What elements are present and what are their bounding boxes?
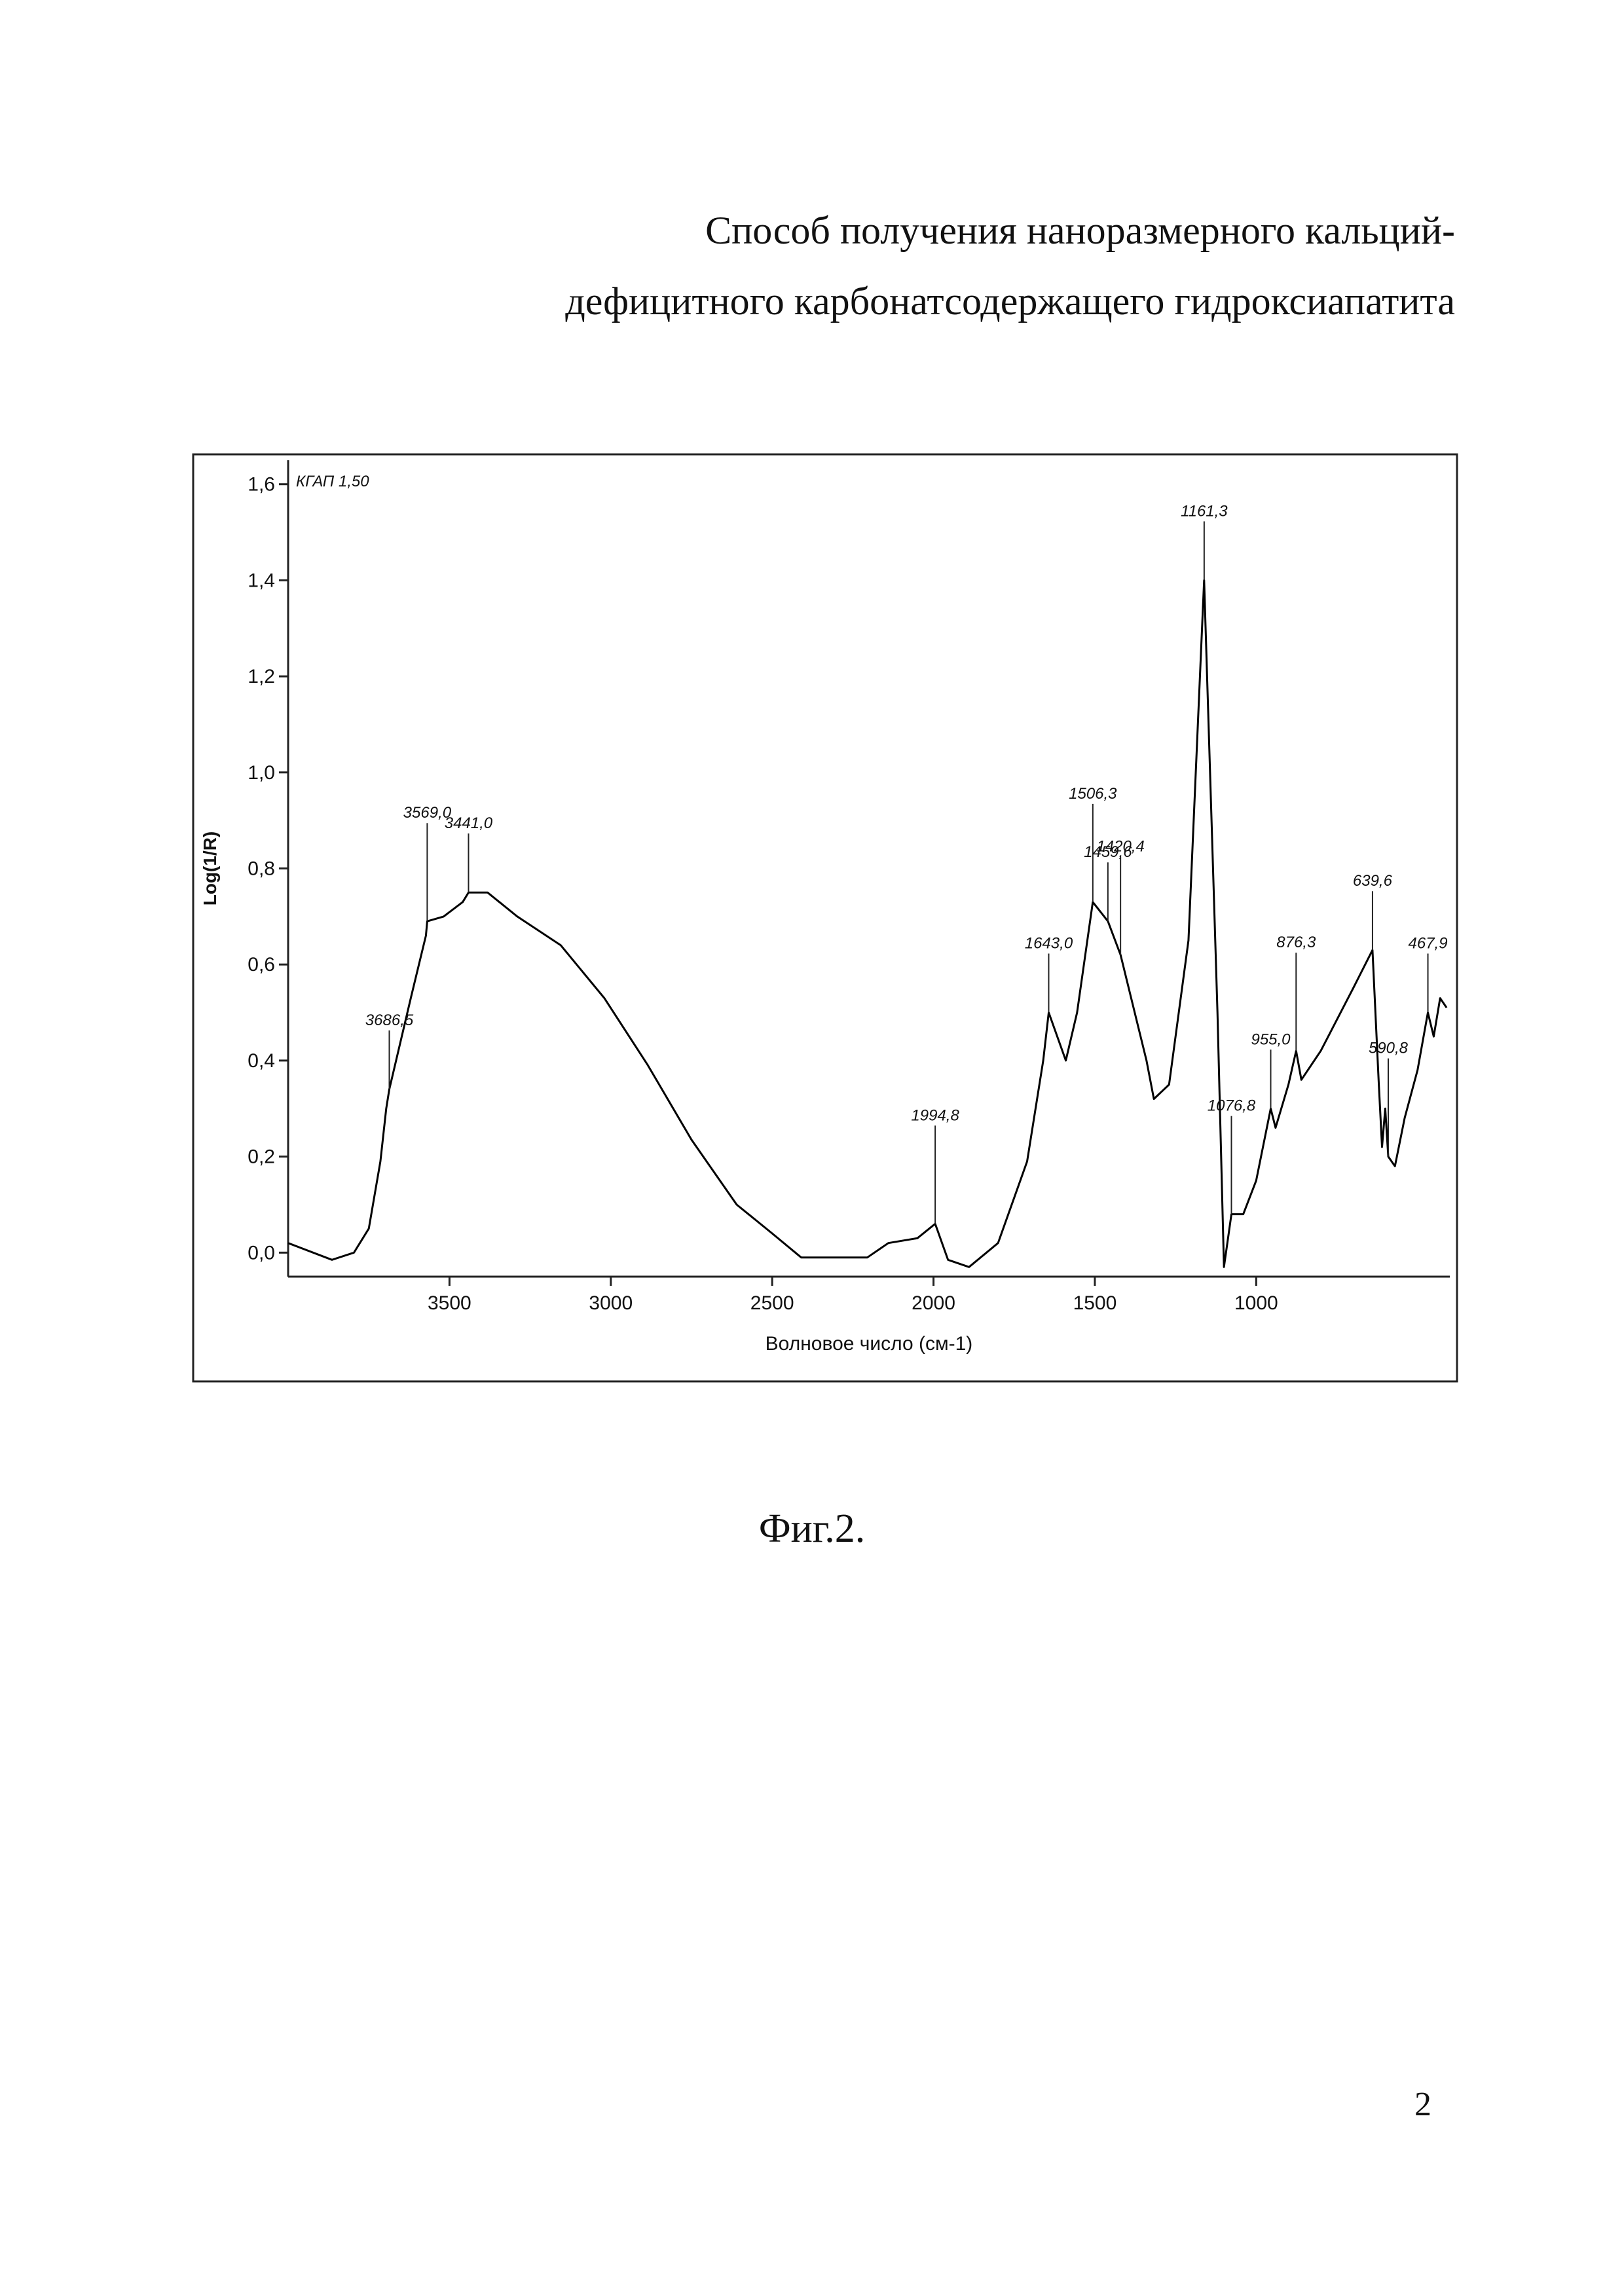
peak-label: 955,0 [1251, 1030, 1291, 1048]
y-tick-label: 0,8 [248, 858, 275, 880]
peak-label: 1420,4 [1096, 838, 1144, 856]
peak-label: 1994,8 [911, 1106, 959, 1124]
peak-label: 467,9 [1409, 935, 1448, 953]
peak-label: 639,6 [1353, 872, 1393, 890]
chart-frame [193, 454, 1457, 1381]
peak-label: 1161,3 [1181, 502, 1228, 520]
y-tick-label: 0,2 [248, 1146, 275, 1168]
x-tick-label: 3500 [428, 1292, 471, 1314]
peak-label: 1506,3 [1069, 785, 1117, 803]
page: {"header": {"title_lines": ["Способ полу… [0, 0, 1624, 2296]
peak-label: 3686,5 [365, 1011, 414, 1029]
series-name: КГАП 1,50 [296, 473, 369, 490]
y-tick-label: 0,4 [248, 1050, 275, 1072]
y-tick-label: 1,6 [248, 474, 275, 496]
figure-caption: Фиг.2. [0, 1506, 1624, 1552]
peak-label: 590,8 [1369, 1040, 1409, 1057]
y-tick-label: 1,0 [248, 762, 275, 784]
peak-label: 1076,8 [1208, 1097, 1256, 1115]
x-tick-label: 2500 [750, 1292, 794, 1314]
peak-label: 3441,0 [445, 814, 493, 832]
spectrum-line [288, 580, 1447, 1267]
page-number: 2 [1414, 2085, 1431, 2124]
y-tick-label: 1,4 [248, 570, 275, 591]
x-tick-label: 3000 [589, 1292, 633, 1314]
peak-label: 876,3 [1276, 934, 1316, 951]
y-tick-label: 0,0 [248, 1242, 275, 1264]
x-axis-label: Волновое число (см-1) [766, 1333, 973, 1355]
y-tick-label: 1,2 [248, 666, 275, 687]
y-axis-label: Log(1/R) [200, 831, 220, 906]
x-tick-label: 1000 [1234, 1292, 1278, 1314]
x-tick-label: 1500 [1073, 1292, 1117, 1314]
peak-label: 1643,0 [1025, 935, 1073, 953]
chart: 0,0 0,2 0,4 0,6 0,8 1,0 1,2 1,4 1,6 3500 3000 2500 2… [0, 0, 1624, 1401]
y-tick-label: 0,6 [248, 954, 275, 975]
x-tick-label: 2000 [912, 1292, 955, 1314]
